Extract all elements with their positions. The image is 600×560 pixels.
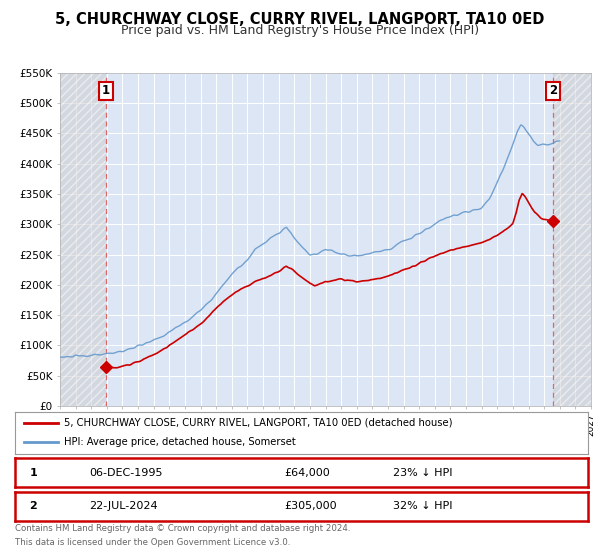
Bar <box>60 73 106 406</box>
Text: This data is licensed under the Open Government Licence v3.0.: This data is licensed under the Open Gov… <box>15 538 290 547</box>
Text: Price paid vs. HM Land Registry's House Price Index (HPI): Price paid vs. HM Land Registry's House … <box>121 24 479 36</box>
Text: 1: 1 <box>101 85 110 97</box>
Text: 06-DEC-1995: 06-DEC-1995 <box>89 468 163 478</box>
Text: 1: 1 <box>29 468 37 478</box>
Text: 5, CHURCHWAY CLOSE, CURRY RIVEL, LANGPORT, TA10 0ED (detached house): 5, CHURCHWAY CLOSE, CURRY RIVEL, LANGPOR… <box>64 418 452 428</box>
Text: £64,000: £64,000 <box>284 468 330 478</box>
Text: HPI: Average price, detached house, Somerset: HPI: Average price, detached house, Some… <box>64 437 295 447</box>
Text: Contains HM Land Registry data © Crown copyright and database right 2024.: Contains HM Land Registry data © Crown c… <box>15 524 350 533</box>
Text: £305,000: £305,000 <box>284 501 337 511</box>
Text: 22-JUL-2024: 22-JUL-2024 <box>89 501 158 511</box>
Text: 5, CHURCHWAY CLOSE, CURRY RIVEL, LANGPORT, TA10 0ED: 5, CHURCHWAY CLOSE, CURRY RIVEL, LANGPOR… <box>55 12 545 27</box>
Text: 23% ↓ HPI: 23% ↓ HPI <box>393 468 452 478</box>
Text: 32% ↓ HPI: 32% ↓ HPI <box>393 501 452 511</box>
Text: 2: 2 <box>548 85 557 97</box>
Text: 2: 2 <box>29 501 37 511</box>
Bar <box>553 73 591 406</box>
